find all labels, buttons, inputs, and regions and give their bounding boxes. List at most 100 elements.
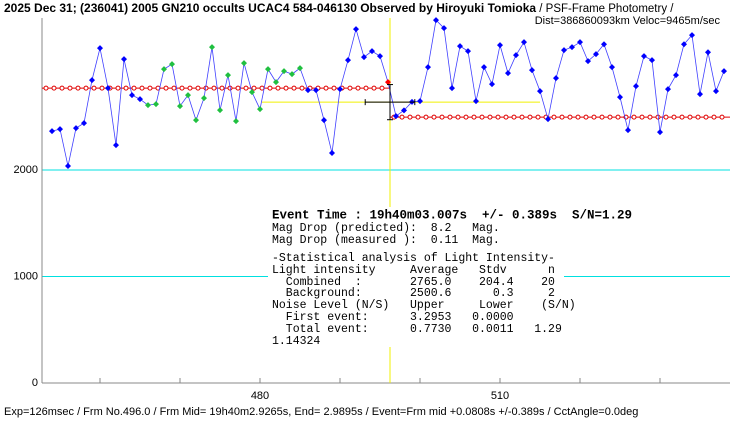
data-point: [233, 118, 239, 125]
data-point: [665, 86, 671, 93]
level-dot: [495, 114, 501, 120]
level-dot: [631, 114, 637, 120]
level-dot: [447, 114, 453, 120]
data-point: [489, 81, 495, 88]
data-point: [505, 70, 511, 77]
data-point: [537, 88, 543, 95]
stats-line: 1.14324: [272, 335, 320, 348]
level-dot: [179, 85, 185, 91]
level-dot: [679, 114, 685, 120]
data-point: [601, 41, 607, 48]
data-point: [65, 163, 71, 170]
level-dot: [407, 114, 413, 120]
level-dot: [211, 85, 217, 91]
data-point: [137, 96, 143, 103]
level-dot: [219, 85, 225, 91]
stats-line: First event: 3.2953 0.0000: [272, 311, 514, 324]
data-point: [417, 98, 423, 105]
data-point: [377, 53, 383, 60]
level-dot: [251, 85, 257, 91]
data-point: [265, 66, 271, 73]
level-dot: [535, 114, 541, 120]
footer: Exp=126msec / Frm No.496.0 / Frm Mid= 19…: [4, 406, 638, 418]
level-dot: [567, 114, 573, 120]
level-dot: [91, 85, 97, 91]
data-point: [569, 44, 575, 51]
level-dot: [599, 114, 605, 120]
data-point: [697, 91, 703, 98]
data-point: [369, 48, 375, 55]
data-point: [713, 88, 719, 95]
level-dot: [671, 114, 677, 120]
y-tick-label: 1000: [14, 270, 38, 282]
data-point: [345, 57, 351, 64]
level-dot: [323, 85, 329, 91]
data-point: [385, 79, 391, 86]
level-dot: [379, 85, 385, 91]
level-dot: [695, 114, 701, 120]
level-dot: [615, 114, 621, 120]
data-point: [649, 57, 655, 64]
data-point: [561, 47, 567, 54]
data-point: [313, 87, 319, 94]
data-point: [449, 85, 455, 92]
stats-line: -Statistical analysis of Light Intensity…: [272, 252, 555, 265]
level-dot: [519, 114, 525, 120]
data-point: [641, 53, 647, 60]
data-point: [249, 89, 255, 96]
data-point: [153, 101, 159, 108]
level-dot: [115, 85, 121, 91]
data-point: [169, 61, 175, 68]
data-point: [241, 60, 247, 67]
data-point: [497, 42, 503, 49]
level-dot: [235, 85, 241, 91]
data-point: [145, 102, 151, 109]
light-curve: [51, 19, 725, 167]
level-dot: [423, 114, 429, 120]
level-dot: [363, 85, 369, 91]
data-point: [521, 39, 527, 46]
data-point: [193, 117, 199, 124]
data-point: [609, 64, 615, 71]
data-point: [553, 75, 559, 82]
data-point: [89, 77, 95, 84]
y-tick-label: 0: [32, 377, 38, 389]
data-point: [361, 54, 367, 61]
level-dot: [171, 85, 177, 91]
level-dot: [399, 114, 405, 120]
data-point: [121, 56, 127, 63]
level-dot: [575, 114, 581, 120]
stats-line: Light intensity Average Stdv n: [272, 264, 555, 277]
y-tick-label: 2000: [14, 164, 38, 176]
data-point: [633, 83, 639, 90]
level-dot: [487, 114, 493, 120]
level-dot: [99, 85, 105, 91]
level-dot: [123, 85, 129, 91]
data-point: [545, 116, 551, 123]
data-point: [593, 51, 599, 58]
level-dot: [511, 114, 517, 120]
chart-title: 2025 Dec 31; (236041) 2005 GN210 occults…: [4, 1, 674, 15]
level-dot: [591, 114, 597, 120]
data-point: [441, 25, 447, 32]
level-dot: [703, 114, 709, 120]
level-dot: [583, 114, 589, 120]
level-dot: [479, 114, 485, 120]
data-point: [689, 32, 695, 39]
data-point: [257, 106, 263, 113]
level-dot: [283, 85, 289, 91]
data-point: [217, 107, 223, 114]
level-dot: [607, 114, 613, 120]
subtitle: / PSF-Frame Photometry /: [536, 3, 674, 15]
level-dot: [711, 114, 717, 120]
level-dot: [431, 114, 437, 120]
stats-line: Event Time : 19h40m03.007s +/- 0.389s S/…: [272, 208, 632, 222]
level-dot: [371, 85, 377, 91]
data-point: [529, 67, 535, 74]
level-dot: [503, 114, 509, 120]
data-point: [433, 17, 439, 24]
data-point: [721, 68, 727, 75]
level-dot: [299, 85, 305, 91]
data-point: [353, 26, 359, 33]
